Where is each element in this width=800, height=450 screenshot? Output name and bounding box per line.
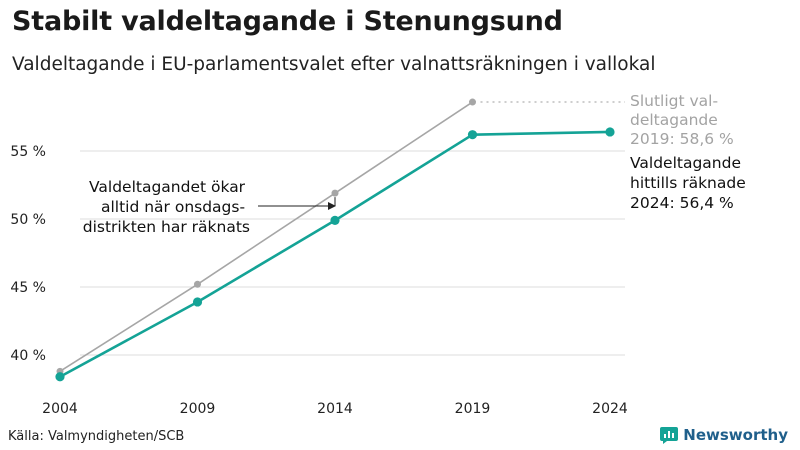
data-point-current: [55, 372, 65, 382]
chart-subtitle: Valdeltagande i EU-parlamentsvalet efter…: [12, 54, 656, 75]
brand-logo[interactable]: Newsworthy: [659, 425, 788, 445]
annotation-increase-line-2: alltid när onsdags-: [101, 198, 245, 216]
chart-title: Stabilt valdeltagande i Stenungsund: [12, 6, 563, 37]
series-line-current: [59, 130, 611, 378]
x-tick-label: 2019: [455, 401, 491, 417]
annotations: Valdeltagandet ökar alltid när onsdags- …: [83, 92, 751, 236]
annotation-current: Valdeltagande hittills räknade 2024: 56,…: [630, 154, 751, 212]
brand-name: Newsworthy: [683, 426, 788, 444]
y-tick-label: 40 %: [10, 348, 46, 364]
x-tick-label: 2024: [592, 401, 628, 417]
annotation-current-line-2: hittills räknade: [630, 174, 746, 192]
gridlines: [80, 150, 625, 356]
annotation-final-line-2: deltagande: [630, 111, 718, 129]
series-group: [55, 98, 615, 382]
newsworthy-logo-icon: [660, 427, 679, 444]
annotation-final: Slutligt val- deltagande 2019: 58,6 %: [630, 92, 734, 148]
annotation-increase-line-3: distrikten har räknats: [83, 218, 250, 236]
annotation-increase: Valdeltagandet ökar alltid när onsdags- …: [83, 178, 250, 236]
data-point-current: [330, 215, 340, 225]
data-point-current: [467, 130, 478, 140]
source-note: Källa: Valmyndigheten/SCB: [8, 429, 185, 444]
y-tick-label: 45 %: [10, 280, 46, 296]
y-axis-ticks: 40 % 45 % 50 % 55 %: [10, 144, 46, 364]
data-point-final: [194, 280, 201, 288]
x-tick-label: 2014: [317, 401, 353, 417]
increase-arrow-head: [328, 202, 336, 210]
y-tick-label: 55 %: [10, 144, 46, 160]
annotation-current-line-1: Valdeltagande: [630, 154, 741, 172]
data-point-final: [469, 98, 476, 106]
x-axis-ticks: 2004 2009 2014 2019 2024: [42, 401, 628, 417]
y-tick-label: 50 %: [10, 212, 46, 228]
data-point-final: [331, 189, 339, 197]
x-tick-label: 2004: [42, 401, 78, 417]
annotation-current-line-3: 2024: 56,4 %: [630, 194, 734, 212]
series-line-final: [59, 101, 473, 372]
annotation-increase-line-1: Valdeltagandet ökar: [89, 178, 246, 196]
data-point-current: [605, 127, 615, 137]
data-point-current: [192, 297, 203, 307]
annotation-final-line-1: Slutligt val-: [630, 92, 718, 110]
x-tick-label: 2009: [180, 401, 216, 417]
annotation-final-line-3: 2019: 58,6 %: [630, 130, 734, 148]
